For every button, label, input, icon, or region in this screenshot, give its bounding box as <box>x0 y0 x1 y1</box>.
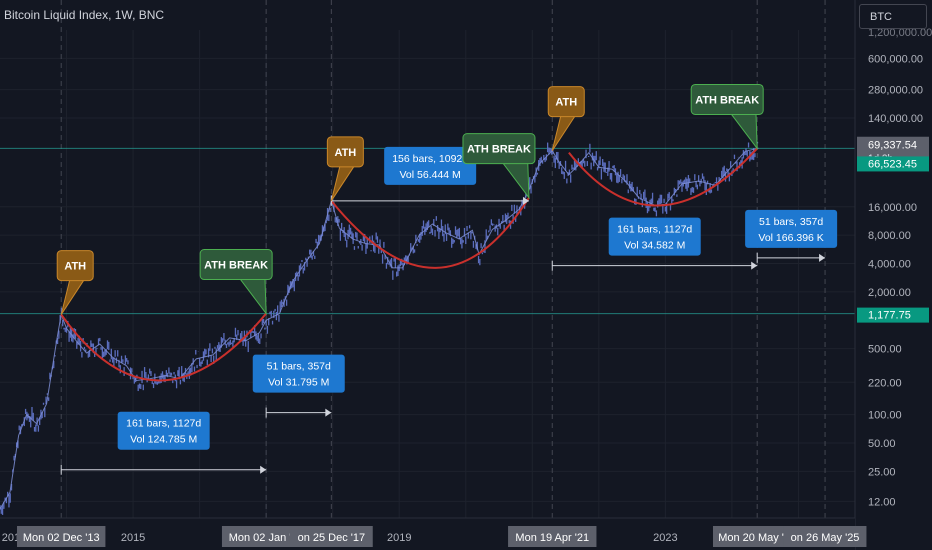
price-tick-label: 280,000.00 <box>868 85 923 97</box>
current-price-value: 69,337.54 <box>868 140 917 152</box>
callout-label: ATH <box>555 97 577 109</box>
range-label-bars: 51 bars, 357d <box>759 216 823 228</box>
level-high-value: 66,523.45 <box>868 158 917 170</box>
price-tick-label: 500.00 <box>868 344 902 356</box>
callout-box <box>56 250 94 282</box>
callout-label: ATH <box>64 261 86 273</box>
range-label: 156 bars, 1092d Vol 56.444 M <box>384 146 477 185</box>
level-low-value: 1,177.75 <box>868 310 911 322</box>
time-marker-tag <box>508 526 597 547</box>
price-tick-label: 12.00 <box>868 496 896 508</box>
chart-title: Bitcoin Liquid Index, 1W, BNC <box>4 8 165 22</box>
callout-box <box>547 86 585 118</box>
cup-curve <box>568 147 758 207</box>
range-measure-arrow <box>751 261 758 270</box>
cup-curve <box>330 197 530 269</box>
range-measure-arrow <box>819 253 826 262</box>
price-tick-label: 100.00 <box>868 410 902 422</box>
level-low-tag <box>857 307 929 323</box>
time-scale-panel <box>0 518 855 550</box>
price-scale-panel <box>855 0 932 550</box>
range-label-box <box>117 411 210 450</box>
time-marker-label: Mon 02 Jan '17 <box>229 532 304 544</box>
range-label: 51 bars, 357d Vol 31.795 M <box>252 354 345 393</box>
ath-break-callout: ATH BREAK <box>199 249 273 316</box>
callout-label: ATH <box>334 147 356 159</box>
cup-curve <box>60 312 267 382</box>
price-tick-label: 25.00 <box>868 466 896 478</box>
price-tick-label: 220.00 <box>868 377 902 389</box>
price-series-line <box>0 147 759 510</box>
range-label-volume: Vol 31.795 M <box>268 377 329 389</box>
price-tick-label-clipped: 1,200,000.00 <box>868 27 932 39</box>
range-label-bars: 161 bars, 1127d <box>617 224 692 236</box>
callout-box <box>690 83 764 115</box>
callout-label: ATH BREAK <box>204 260 268 272</box>
price-tick-label: 8,000.00 <box>868 230 911 242</box>
time-marker-label: on 26 May '25 <box>791 532 860 544</box>
price-tick-label: 16,000.00 <box>868 202 917 214</box>
time-tick-label: 2015 <box>121 532 145 544</box>
range-label-box <box>384 146 477 185</box>
callout-box <box>326 136 364 168</box>
range-label-bars: 161 bars, 1127d <box>126 418 201 430</box>
time-marker-tag <box>289 526 373 547</box>
range-label-box <box>745 209 838 248</box>
time-marker-label: on 25 Dec '17 <box>298 532 366 544</box>
time-tick-label: 2023 <box>653 532 677 544</box>
time-marker-label: Mon 20 May '24 <box>718 532 796 544</box>
range-label-volume: Vol 124.785 M <box>130 434 197 446</box>
ath-break-callout: ATH BREAK <box>462 133 536 200</box>
price-tick-label: 50.00 <box>868 438 896 450</box>
time-tick-label: 2019 <box>387 532 411 544</box>
level-high-tag <box>857 156 929 172</box>
time-marker-label: Mon 19 Apr '21 <box>515 532 589 544</box>
range-label-bars: 51 bars, 357d <box>267 361 331 373</box>
price-tick-label: 600,000.00 <box>868 53 923 65</box>
callout-label: ATH BREAK <box>467 144 531 156</box>
time-marker-tag <box>221 526 311 547</box>
ath-callout: ATH <box>56 250 94 315</box>
time-marker-tag <box>17 526 106 547</box>
range-label-box <box>252 354 345 393</box>
range-label-box <box>608 217 701 256</box>
callout-box <box>199 249 273 281</box>
ath-callout: ATH <box>547 86 585 151</box>
range-measure-arrow <box>260 465 267 474</box>
price-tick-label: 140,000.00 <box>868 113 923 125</box>
range-label: 161 bars, 1127d Vol 124.785 M <box>117 411 210 450</box>
callout-box <box>462 133 536 165</box>
time-marker-tag <box>783 526 867 547</box>
time-marker-label: Mon 02 Dec '13 <box>23 532 100 544</box>
range-label: 161 bars, 1127d Vol 34.582 M <box>608 217 701 256</box>
range-label-bars: 156 bars, 1092d <box>392 153 468 165</box>
range-label-volume: Vol 56.444 M <box>400 169 461 181</box>
price-tick-label: 2,000.00 <box>868 287 911 299</box>
range-label: 51 bars, 357d Vol 166.396 K <box>745 209 838 248</box>
time-marker-tag <box>712 526 802 547</box>
ath-break-callout: ATH BREAK <box>690 83 764 151</box>
symbol-search-box[interactable]: BTC <box>859 4 927 29</box>
callout-label: ATH BREAK <box>695 94 759 106</box>
range-measure-arrow <box>325 408 332 417</box>
ath-callout: ATH <box>326 136 364 202</box>
range-label-volume: Vol 34.582 M <box>624 240 685 252</box>
range-label-volume: Vol 166.396 K <box>758 232 823 244</box>
price-tick-label: 4,000.00 <box>868 259 911 271</box>
range-measure-arrow <box>522 196 529 205</box>
